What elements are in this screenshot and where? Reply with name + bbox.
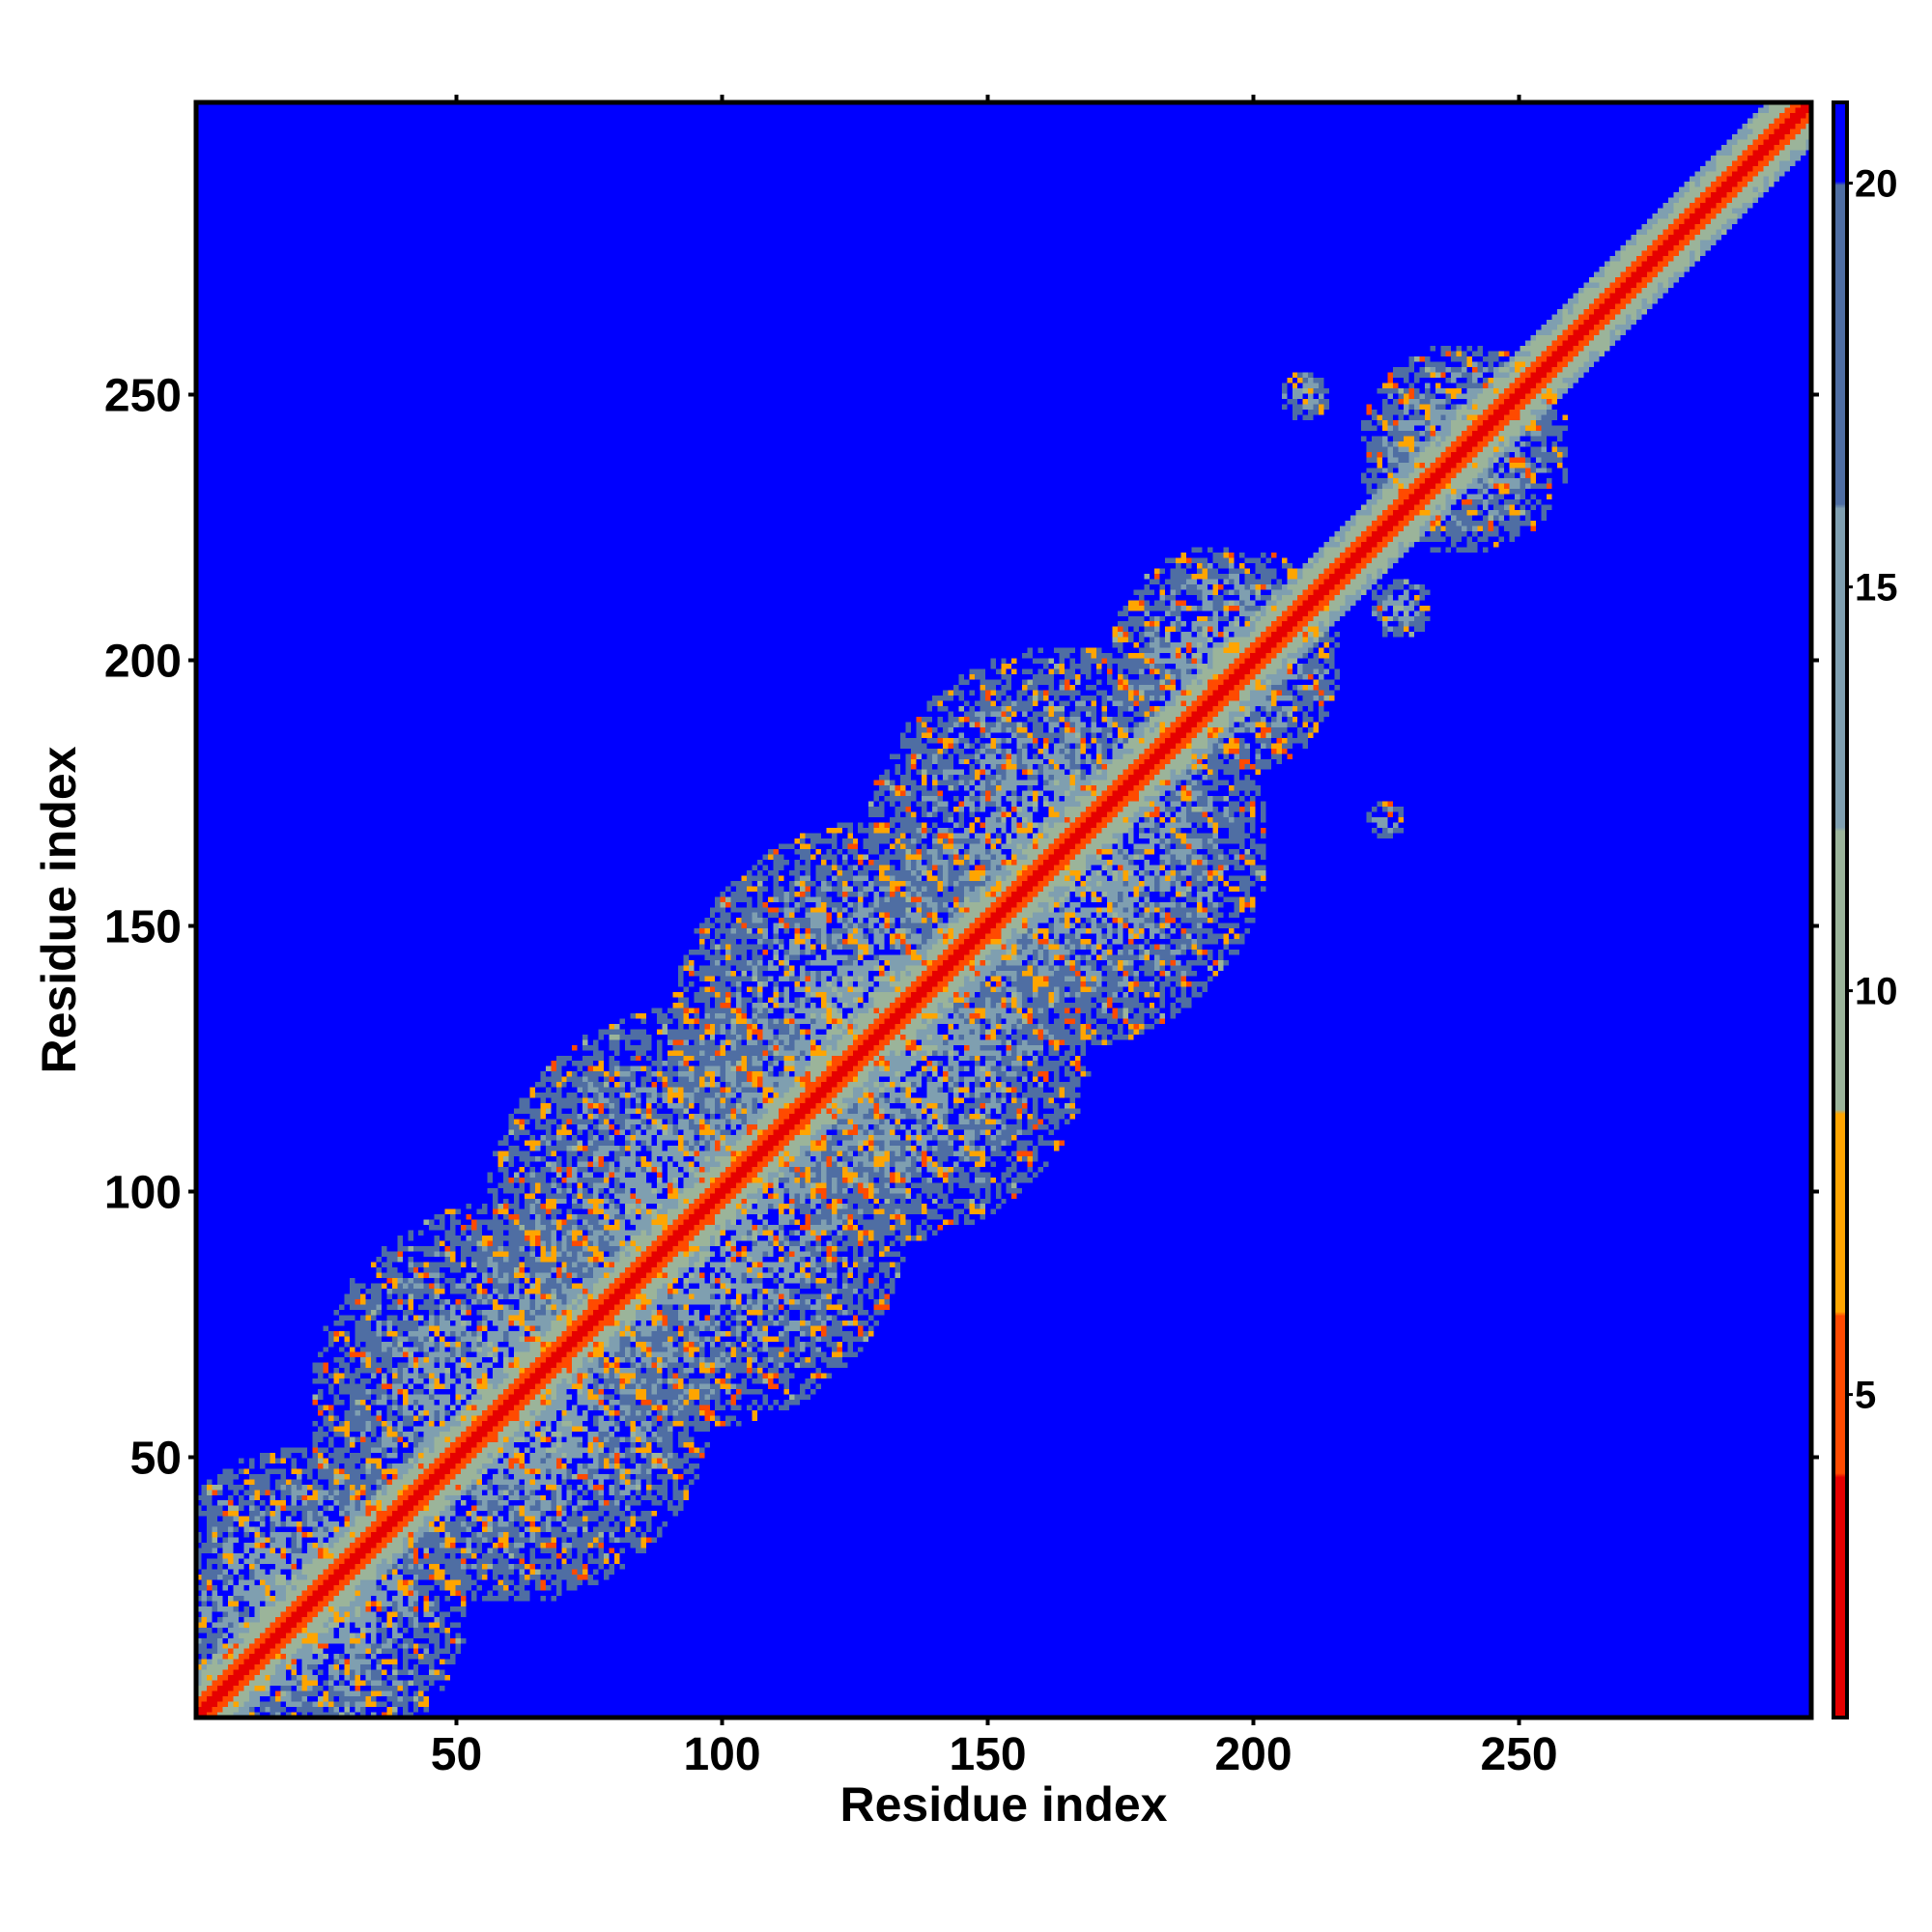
- y-tick-label: 150: [104, 902, 182, 953]
- x-tick-label: 50: [431, 1729, 482, 1780]
- colorbar-ticks: 5 10 15 20: [1847, 163, 1898, 1417]
- y-axis-title: Residue index: [32, 746, 86, 1073]
- y-tick-label: 50: [130, 1434, 182, 1485]
- colorbar-tick-label: 20: [1855, 163, 1898, 206]
- x-tick-label: 200: [1214, 1729, 1292, 1780]
- colorbar-tick-label: 15: [1855, 567, 1898, 610]
- y-tick-label: 100: [104, 1168, 182, 1219]
- y-axis-ticks: 50 100 150 200 250: [104, 371, 1819, 1485]
- y-tick-label: 200: [104, 637, 182, 688]
- plot-frame: [193, 99, 1814, 1720]
- colorbar-tick-label: 10: [1855, 971, 1898, 1013]
- colorbar-tick-label: 5: [1855, 1375, 1876, 1417]
- x-tick-label: 250: [1480, 1729, 1557, 1780]
- distance-heatmap: [196, 102, 1811, 1718]
- x-tick-label: 100: [683, 1729, 760, 1780]
- x-axis-ticks: 50 100 150 200 250: [431, 95, 1558, 1780]
- colorbar-frame: [1832, 100, 1849, 1719]
- x-tick-label: 150: [949, 1729, 1026, 1780]
- y-tick-label: 250: [104, 371, 182, 422]
- x-axis-title: Residue index: [840, 1777, 1168, 1832]
- colorbar-gradient: [1833, 102, 1847, 1718]
